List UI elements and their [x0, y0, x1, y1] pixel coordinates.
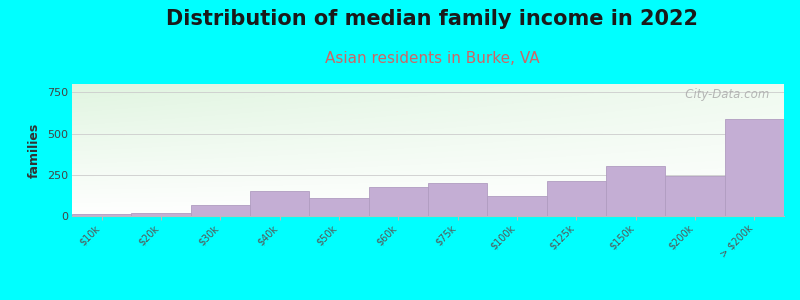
- Bar: [666, 176, 725, 216]
- Text: City-Data.com: City-Data.com: [674, 88, 770, 101]
- Bar: [546, 181, 606, 216]
- Bar: [428, 183, 487, 216]
- Bar: [725, 119, 784, 216]
- Bar: [487, 196, 546, 216]
- Bar: [131, 213, 190, 216]
- Text: Distribution of median family income in 2022: Distribution of median family income in …: [166, 9, 698, 29]
- Bar: [310, 198, 369, 216]
- Bar: [369, 187, 428, 216]
- Text: Asian residents in Burke, VA: Asian residents in Burke, VA: [325, 51, 539, 66]
- Bar: [250, 191, 310, 216]
- Bar: [190, 205, 250, 216]
- Y-axis label: families: families: [28, 122, 41, 178]
- Bar: [72, 214, 131, 216]
- Bar: [606, 166, 666, 216]
